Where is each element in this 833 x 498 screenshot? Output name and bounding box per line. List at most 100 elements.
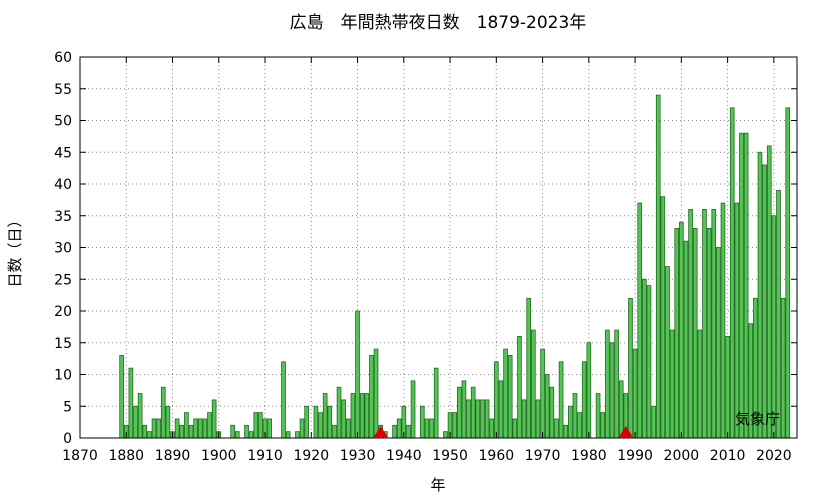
bar (697, 329, 703, 439)
station-change-markers (373, 426, 633, 437)
bar (628, 297, 633, 439)
bar (600, 412, 606, 439)
bar (457, 386, 462, 439)
bar (655, 94, 661, 439)
x-tick-label: 1960 (479, 448, 515, 464)
bar (517, 335, 522, 439)
bar (165, 405, 171, 439)
bar (669, 329, 675, 439)
y-tick-label: 40 (54, 177, 72, 193)
bar (470, 386, 476, 439)
x-tick-label: 1950 (432, 448, 468, 464)
bar (688, 208, 693, 439)
bar (771, 215, 777, 439)
bar (419, 405, 425, 439)
bar (757, 151, 763, 439)
bar (299, 418, 305, 439)
bar (151, 418, 157, 439)
x-tick-label: 1890 (155, 448, 191, 464)
bar (128, 367, 134, 439)
source-label: 気象庁 (735, 410, 780, 428)
x-tick-label: 1880 (108, 448, 144, 464)
y-tick-label: 0 (63, 431, 72, 447)
x-tick-label: 1980 (571, 448, 607, 464)
bar (766, 145, 772, 439)
bar (776, 189, 781, 439)
y-axis-label: 日数（日） (6, 212, 24, 287)
bar (679, 221, 684, 439)
x-tick-label: 1940 (386, 448, 422, 464)
bar (540, 348, 545, 439)
y-tick-label: 30 (54, 241, 72, 257)
bar (304, 405, 309, 439)
bar (197, 418, 203, 439)
bar (549, 386, 555, 439)
bar (716, 247, 721, 439)
bar (318, 412, 323, 439)
bar (614, 329, 619, 439)
bar (521, 399, 527, 439)
bar (179, 424, 185, 439)
bar (359, 393, 365, 439)
bar (452, 412, 458, 439)
bar (692, 228, 698, 439)
bar (507, 355, 513, 439)
bar (369, 355, 374, 439)
bars (119, 94, 791, 439)
y-tick-label: 60 (54, 50, 72, 66)
bar (743, 132, 749, 439)
bar (322, 393, 328, 439)
bar (137, 393, 143, 439)
bar (586, 342, 592, 439)
bar (461, 380, 467, 439)
bar (531, 329, 536, 439)
bar (605, 329, 610, 439)
bar (706, 228, 712, 439)
y-tick-label: 35 (54, 209, 72, 225)
x-tick-label: 1990 (617, 448, 653, 464)
y-tick-label: 25 (54, 272, 72, 288)
bar (489, 418, 495, 439)
x-tick-label: 1930 (340, 448, 376, 464)
bar (392, 424, 397, 439)
bar (433, 367, 439, 439)
bar (355, 310, 360, 439)
bar (202, 418, 208, 439)
bar (558, 361, 564, 439)
bar (683, 240, 689, 439)
bar (281, 361, 286, 439)
bar (651, 405, 656, 439)
bar (160, 386, 166, 439)
bar (211, 399, 217, 439)
x-tick-label: 2020 (756, 448, 792, 464)
bar (364, 393, 370, 439)
bar (119, 355, 124, 439)
bar (544, 374, 550, 439)
y-tick-label: 50 (54, 114, 72, 130)
bar (484, 399, 490, 439)
bar (345, 418, 351, 439)
bar (577, 412, 582, 439)
bar (147, 431, 152, 439)
bar (729, 107, 735, 439)
bar (174, 418, 180, 439)
bar (295, 431, 300, 439)
bar (332, 424, 337, 439)
bar (660, 196, 666, 439)
bar (720, 202, 726, 439)
x-tick-label: 2000 (664, 448, 700, 464)
bar (230, 424, 235, 439)
bar (373, 348, 379, 439)
bar (711, 208, 717, 439)
bar (313, 405, 319, 439)
bar (188, 424, 194, 439)
bar (780, 297, 786, 439)
bar (739, 132, 744, 439)
bar (406, 424, 411, 439)
bar (665, 266, 670, 439)
bar (581, 361, 587, 439)
bar (327, 405, 333, 439)
bar (503, 348, 508, 439)
bar (207, 412, 212, 439)
